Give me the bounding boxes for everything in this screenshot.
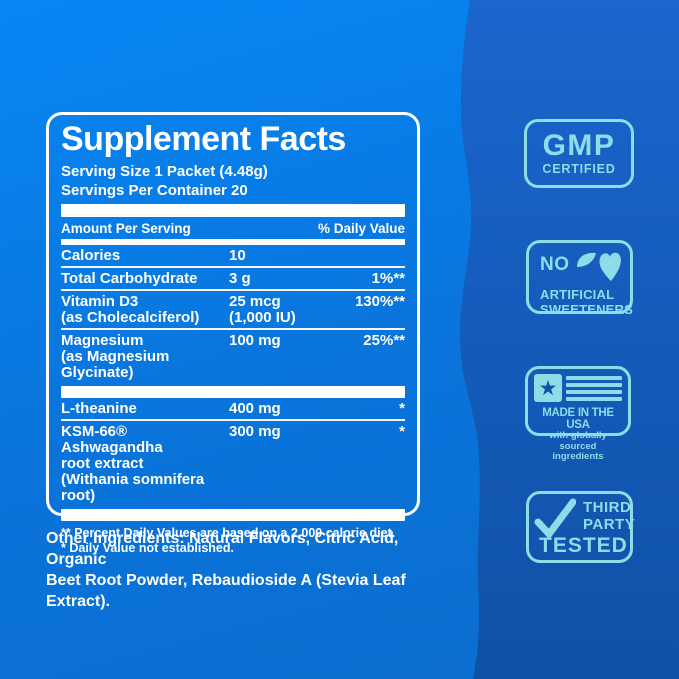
supplement-facts-panel: Supplement Facts Serving Size 1 Packet (… [46, 112, 420, 555]
flag-stripe [566, 383, 622, 387]
nutrient-name-sub2: (Withania somnifera root) [61, 471, 205, 504]
nutrient-name: Magnesium [61, 332, 144, 349]
nutrient-name: Calories [61, 247, 121, 264]
nutrient-dv: * [399, 400, 405, 417]
nutrient-amount: 300 mg [229, 423, 281, 440]
nutrient-name: Vitamin D3 [61, 293, 139, 310]
other-ingredients: Other Ingredients: Natural Flavors, Citr… [46, 528, 446, 612]
table-row-ashwagandha: KSM-66® Ashwagandha root extract (Withania… [61, 421, 405, 506]
nutrient-amount: 3 g [229, 270, 251, 287]
panel-title: Supplement Facts [61, 120, 346, 158]
footnote-daily-values: ** Percent Daily Values are based on a 2… [61, 526, 396, 540]
nutrient-name-sub: (as Magnesium Glycinate) [61, 348, 170, 381]
table-row-l-theanine: L-theanine 400 mg * [61, 398, 405, 419]
nutrient-amount: 400 mg [229, 400, 281, 417]
usa-subtitle-line1: with globally [549, 430, 607, 441]
row-divider [61, 289, 405, 291]
gmp-title: GMP [542, 129, 616, 162]
usa-flag-icon: ★ [534, 374, 622, 404]
row-divider [61, 419, 405, 421]
nutrient-dv: 1%** [371, 270, 405, 287]
nutrient-name-group: Magnesium (as Magnesium Glycinate) [61, 333, 229, 381]
badge-third-party-tested: THIRD PARTY TESTED [526, 491, 636, 563]
footnotes: ** Percent Daily Values are based on a 2… [61, 526, 405, 556]
nutrient-amount-group: 25 mcg (1,000 IU) [229, 294, 339, 326]
third-word: THIRD [583, 499, 632, 516]
table-header: Amount Per Serving % Daily Value [61, 217, 405, 239]
nutrient-name-group: KSM-66® Ashwagandha root extract (Withania… [61, 424, 229, 504]
header-amount: Amount Per Serving [61, 221, 191, 236]
usa-title: MADE IN THE USA [542, 407, 614, 431]
divider-bar-thick [61, 204, 405, 217]
nutrient-dv: 25%** [363, 332, 405, 349]
badge-gmp-certified: GMP CERTIFIED [524, 119, 634, 188]
servings-per-container: Servings Per Container 20 [61, 182, 248, 199]
no-row: NO [540, 250, 630, 287]
nutrient-name-sub: root extract [61, 455, 144, 472]
badge-made-in-usa: ★ MADE IN THE USA with globally sourced … [525, 366, 631, 462]
divider-bar-thick [61, 386, 405, 398]
gmp-subtitle: CERTIFIED [542, 162, 616, 176]
nutrient-dv: * [399, 423, 405, 440]
artificial-word: ARTIFICIAL [540, 287, 615, 302]
divider-bar-thick [61, 509, 405, 521]
badge-no-artificial-sweeteners: NO ARTIFICIAL SWEETENERS [526, 240, 634, 317]
flag-stripe [566, 376, 622, 380]
serving-size: Serving Size 1 Packet (4.48g) [61, 163, 268, 180]
header-daily-value: % Daily Value [317, 221, 405, 236]
nutrient-name-sub: (as Cholecalciferol) [61, 309, 200, 326]
other-ingredients-line1: Other Ingredients: Natural Flavors, Citr… [46, 530, 399, 568]
flag-stripes [566, 374, 622, 404]
nutrient-dv [339, 248, 405, 264]
checkmark-icon [534, 498, 577, 543]
footnote-not-established: * Daily Value not established. [61, 541, 234, 555]
party-word: PARTY [583, 515, 636, 533]
nutrient-amount: 10 [229, 247, 246, 264]
divider-bar-thin [61, 239, 405, 245]
nutrient-name: L-theanine [61, 400, 137, 417]
nutrient-name: KSM-66® Ashwagandha [61, 423, 163, 456]
flag-stripe [566, 390, 622, 394]
nutrient-amount: 25 mcg [229, 293, 281, 310]
nutrient-dv: 130%** [354, 293, 405, 310]
table-row-magnesium: Magnesium (as Magnesium Glycinate) 100 mg 2… [61, 330, 405, 383]
flag-stripe [566, 397, 622, 401]
table-row-calories: Calories 10 [61, 245, 405, 266]
no-word: NO [540, 254, 570, 275]
nutrient-amount-sub: (1,000 IU) [229, 309, 296, 326]
star-icon: ★ [534, 374, 562, 402]
nutrient-name: Total Carbohydrate [61, 270, 198, 287]
table-row-carbohydrate: Total Carbohydrate 3 g 1%** [61, 268, 405, 289]
leaves-icon [575, 250, 627, 287]
nutrient-name-group: Vitamin D3 (as Cholecalciferol) [61, 294, 229, 326]
row-divider [61, 328, 405, 330]
sweeteners-word: SWEETENERS [540, 302, 634, 317]
tested-word: TESTED [539, 534, 628, 557]
table-row-vitamin-d3: Vitamin D3 (as Cholecalciferol) 25 mcg (1,0… [61, 291, 405, 328]
other-ingredients-line2: Beet Root Powder, Rebaudioside A (Stevia… [46, 572, 406, 610]
nutrient-amount: 100 mg [229, 332, 281, 349]
usa-subtitle-line2: sourced ingredients [552, 440, 604, 462]
row-divider [61, 266, 405, 268]
